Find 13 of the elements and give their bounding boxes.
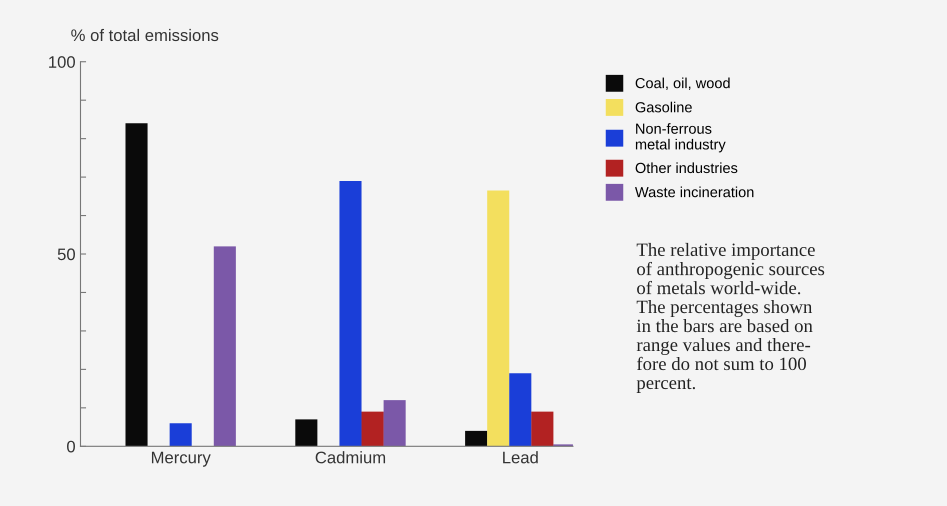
x-tick-label: Cadmium: [316, 451, 386, 464]
x-tick-label: Mercury: [152, 452, 211, 467]
y-tick-label: 0: [67, 440, 75, 452]
legend-label: Other industries: [636, 162, 738, 174]
legend-label: Coal, oil, wood: [636, 78, 730, 90]
x-tick-label: Lead: [503, 451, 538, 464]
y-tick-label: 50: [58, 248, 75, 260]
y-tick-label: 100: [49, 56, 75, 68]
legend-label: Gasoline: [636, 102, 692, 112]
text: The relative importance of anthropogenic sources of metals world-wide. The percentages shown in the bars are based on range values and there- fore do not sum to 100 percent.: [636, 242, 824, 393]
legend-label: Non-ferrous metal industry: [636, 123, 726, 152]
legend-label: Waste incineration: [634, 186, 754, 198]
y-axis-title: % of total emissions: [71, 28, 218, 42]
